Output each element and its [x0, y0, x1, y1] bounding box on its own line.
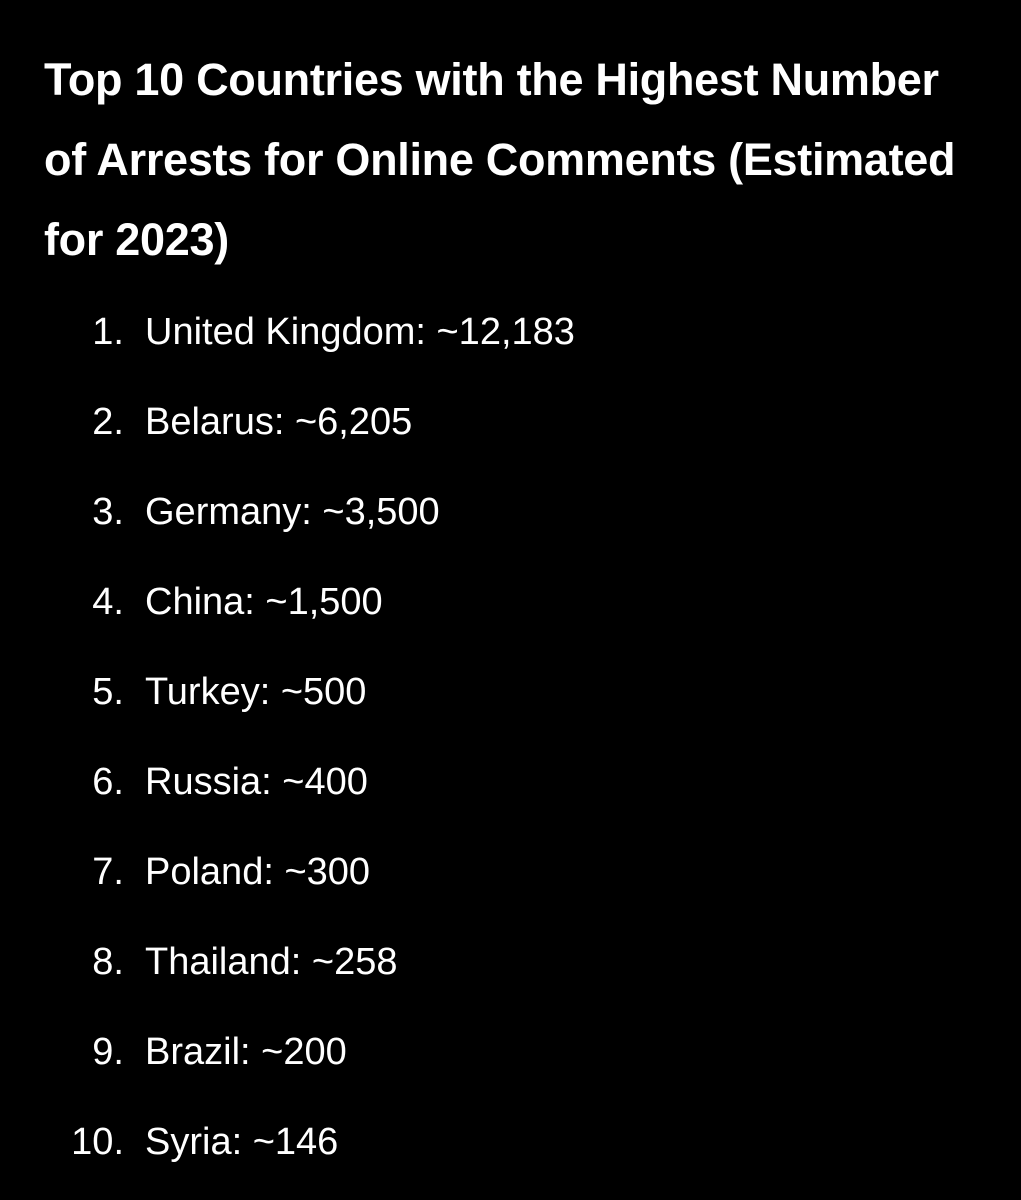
list-item: 5. Turkey: ~500	[0, 662, 1021, 722]
list-item: 3. Germany: ~3,500	[0, 482, 1021, 542]
list-marker: 9.	[92, 1031, 124, 1073]
list-text: China: ~1,500	[145, 581, 383, 623]
list-text: Brazil: ~200	[145, 1031, 347, 1073]
list-marker: 8.	[92, 941, 124, 983]
list-text: Russia: ~400	[145, 761, 368, 803]
list-marker: 2.	[92, 401, 124, 443]
title: Top 10 Countries with the Highest Number…	[44, 54, 956, 265]
list-marker: 3.	[92, 491, 124, 533]
list-text: Turkey: ~500	[145, 671, 367, 713]
list-marker: 7.	[92, 851, 124, 893]
list-text: Belarus: ~6,205	[145, 401, 413, 443]
list-marker: 5.	[92, 671, 124, 713]
list-marker: 4.	[92, 581, 124, 623]
list-marker: 10.	[71, 1121, 124, 1163]
list-item: 8. Thailand: ~258	[0, 932, 1021, 992]
list-item: 1. United Kingdom: ~12,183	[0, 302, 1021, 362]
list-item: 10. Syria: ~146	[0, 1112, 1021, 1172]
list-text: Syria: ~146	[145, 1121, 339, 1163]
list-text: Germany: ~3,500	[145, 491, 440, 533]
list-item: 7. Poland: ~300	[0, 842, 1021, 902]
list-marker: 6.	[92, 761, 124, 803]
list-item: 9. Brazil: ~200	[0, 1022, 1021, 1082]
list-text: United Kingdom: ~12,183	[145, 311, 575, 353]
list-item: 2. Belarus: ~6,205	[0, 392, 1021, 452]
list-item: 4. China: ~1,500	[0, 572, 1021, 632]
list-item: 6. Russia: ~400	[0, 752, 1021, 812]
list-marker: 1.	[92, 311, 124, 353]
list-text: Poland: ~300	[145, 851, 371, 893]
list-text: Thailand: ~258	[145, 941, 398, 983]
